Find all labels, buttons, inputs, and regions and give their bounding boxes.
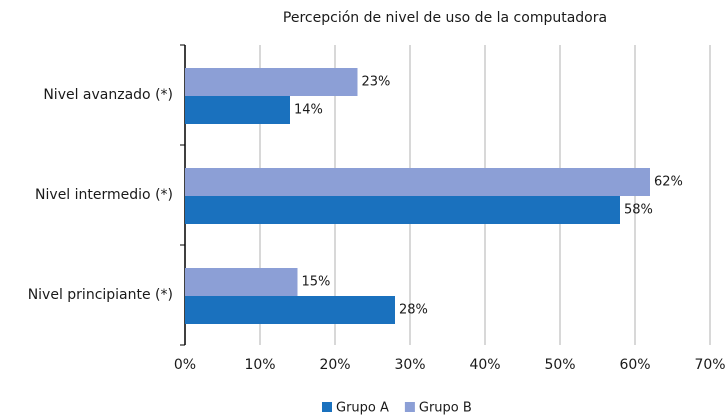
y-tick-label: Nivel principiante (*) (28, 287, 173, 303)
bar (185, 96, 290, 124)
bar (185, 296, 395, 324)
legend-label: Grupo A (336, 401, 389, 416)
bar (185, 168, 650, 196)
legend-label: Grupo B (419, 401, 472, 416)
x-tick-label: 0% (174, 357, 196, 373)
x-tick-label: 30% (394, 357, 425, 373)
bar (185, 268, 298, 296)
x-tick-label: 50% (544, 357, 575, 373)
legend-swatch (322, 402, 332, 412)
x-tick-label: 10% (244, 357, 275, 373)
y-tick-label: Nivel intermedio (*) (35, 187, 173, 203)
y-tick-label: Nivel avanzado (*) (43, 87, 173, 103)
chart-title: Percepción de nivel de uso de la computa… (283, 10, 607, 26)
data-label: 62% (654, 175, 683, 190)
data-label: 23% (362, 75, 391, 90)
x-tick-label: 40% (469, 357, 500, 373)
x-tick-label: 20% (319, 357, 350, 373)
x-tick-label: 70% (694, 357, 725, 373)
data-label: 14% (294, 103, 323, 118)
x-tick-label: 60% (619, 357, 650, 373)
bar (185, 196, 620, 224)
bar (185, 68, 358, 96)
data-label: 28% (399, 303, 428, 318)
data-label: 15% (302, 275, 331, 290)
legend-swatch (404, 402, 415, 412)
data-label: 58% (624, 203, 653, 218)
